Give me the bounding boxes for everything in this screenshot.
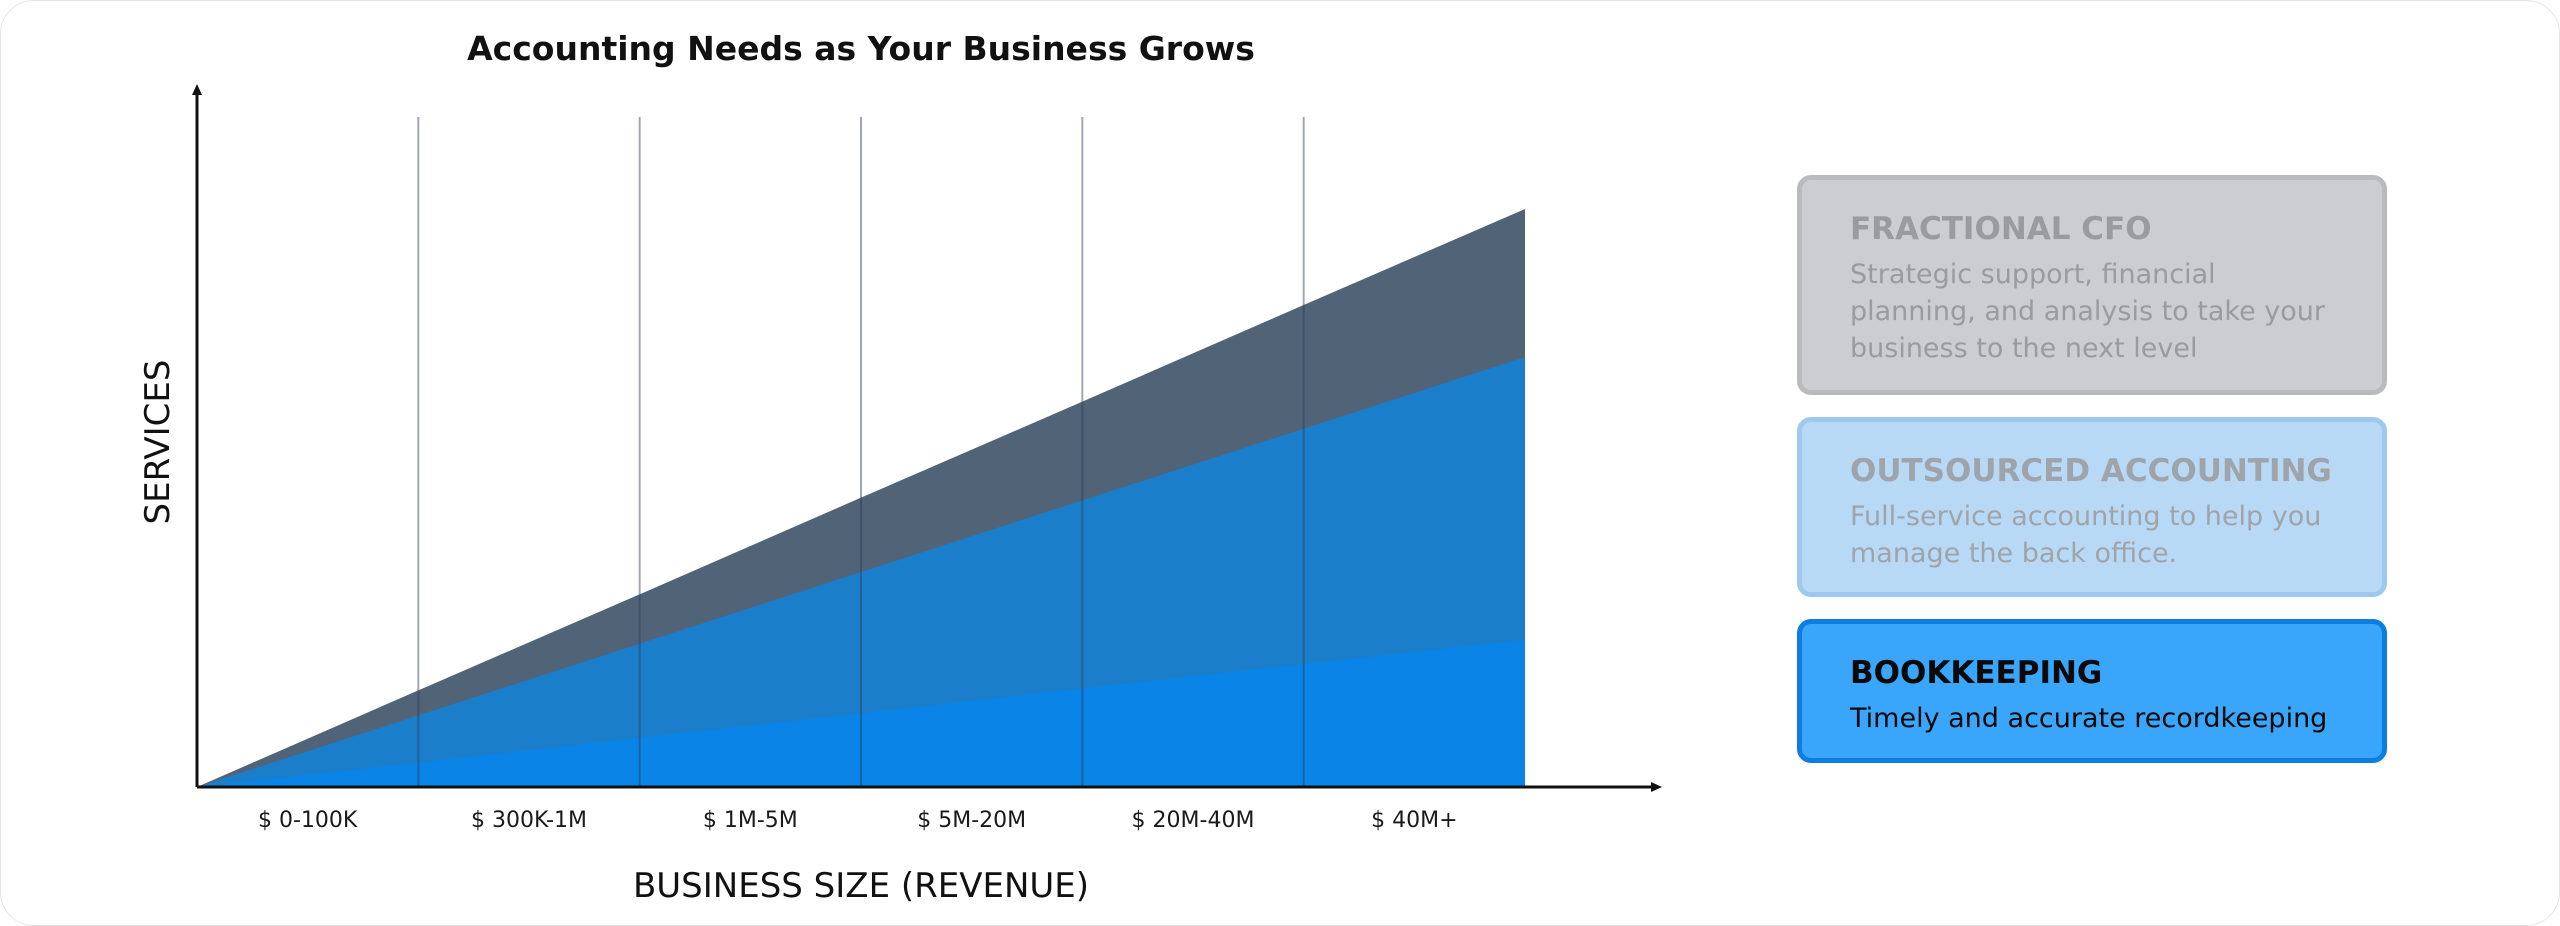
x-tick-label: $ 1M-5M [703, 808, 798, 833]
legend-description: Full-service accounting to help you mana… [1850, 501, 2322, 569]
area-chart: Accounting Needs as Your Business Grows … [138, 29, 1662, 906]
services-legend: FRACTIONAL CFO Strategic support, financ… [1797, 175, 2387, 785]
x-tick-label: $ 20M-40M [1132, 808, 1255, 833]
x-tick-label: $ 300K-1M [471, 808, 587, 833]
legend-title: FRACTIONAL CFO [1850, 211, 2152, 247]
legend-description: Timely and accurate recordkeeping [1850, 703, 2328, 734]
legend-outsourced-accounting: OUTSOURCED ACCOUNTING Full-service accou… [1797, 417, 2387, 597]
legend-title: BOOKKEEPING [1850, 655, 2103, 691]
legend-fractional-cfo: FRACTIONAL CFO Strategic support, financ… [1797, 175, 2387, 395]
chart-title: Accounting Needs as Your Business Grows [467, 29, 1255, 68]
y-axis-label: SERVICES [138, 360, 178, 525]
area-layer [197, 209, 1525, 787]
x-tick-labels: $ 0-100K $ 300K-1M $ 1M-5M $ 5M-20M $ 20M-40… [258, 808, 1458, 833]
legend-title: OUTSOURCED ACCOUNTING [1850, 453, 2332, 489]
grid-layer [417, 117, 1305, 787]
area-bookkeeping [197, 639, 1525, 787]
x-axis-label: BUSINESS SIZE (REVENUE) [633, 866, 1089, 906]
legend-description: Strategic support, financial planning, a… [1850, 259, 2326, 364]
x-tick-label: $ 0-100K [258, 808, 358, 833]
x-tick-label: $ 5M-20M [917, 808, 1026, 833]
legend-bookkeeping: BOOKKEEPING Timely and accurate recordke… [1797, 619, 2387, 763]
x-tick-label: $ 40M+ [1371, 808, 1457, 833]
